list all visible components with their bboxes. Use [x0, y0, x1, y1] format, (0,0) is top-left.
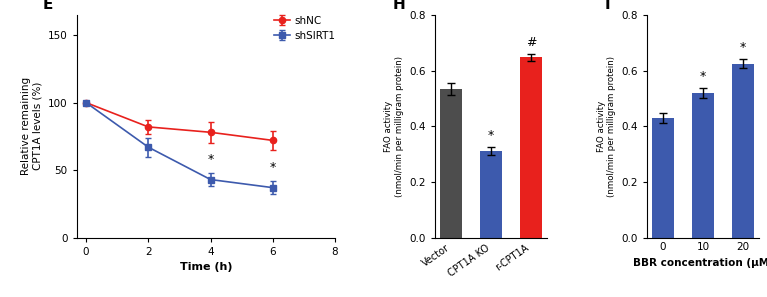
- Text: *: *: [270, 161, 276, 174]
- Text: *: *: [740, 41, 746, 54]
- Text: *: *: [207, 153, 214, 166]
- Bar: [440, 89, 462, 238]
- Text: *: *: [700, 70, 706, 83]
- Text: H: H: [392, 0, 405, 12]
- Legend: shNC, shSIRT1: shNC, shSIRT1: [275, 16, 335, 41]
- Y-axis label: FAO activity
(nmol/min per milligram protein): FAO activity (nmol/min per milligram pro…: [597, 56, 616, 197]
- Y-axis label: Relative remaining
CPT1A levels (%): Relative remaining CPT1A levels (%): [21, 77, 42, 175]
- X-axis label: Time (h): Time (h): [179, 262, 232, 272]
- X-axis label: BBR concentration (μM): BBR concentration (μM): [633, 258, 767, 268]
- Y-axis label: FAO activity
(nmol/min per milligram protein): FAO activity (nmol/min per milligram pro…: [384, 56, 403, 197]
- Text: *: *: [488, 129, 494, 142]
- Text: I: I: [604, 0, 610, 12]
- Text: E: E: [43, 0, 54, 12]
- Bar: [732, 64, 754, 238]
- Bar: [520, 57, 542, 238]
- Text: #: #: [526, 36, 536, 48]
- Bar: [692, 93, 714, 238]
- Bar: [652, 119, 674, 238]
- Bar: [480, 151, 502, 238]
